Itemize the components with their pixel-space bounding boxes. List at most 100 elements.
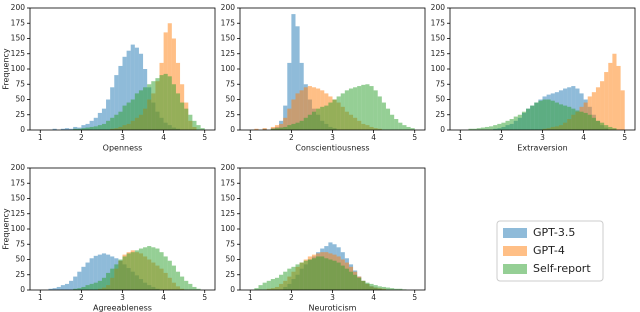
histogram-bar [192,286,197,290]
x-tick-label: 2 [289,133,294,142]
y-tick-label: 125 [221,49,236,58]
histogram-bar [89,258,94,290]
histogram-bar [348,271,354,290]
histogram-bar [587,96,592,130]
histogram-bar [320,256,325,290]
y-tick-label: 25 [225,270,235,279]
histogram-bar [336,96,341,130]
histogram-bar [69,128,74,130]
histogram-bar [595,87,601,130]
histogram-bar [89,283,94,290]
y-tick-label: 50 [225,95,235,104]
histogram-bar [155,248,160,290]
y-tick-label: 25 [15,110,25,119]
histogram-bar [106,254,111,290]
histogram-bar [97,112,102,130]
histogram-bar [270,126,275,130]
histogram-bar [534,102,539,130]
histogram-bar [369,283,374,290]
y-tick-label: 100 [221,224,236,233]
histogram-bar [612,128,617,130]
histogram-bar [60,128,65,130]
histogram-bar [493,125,498,130]
histogram-bar [398,288,403,290]
histogram-bar [332,99,337,130]
histogram-bar [501,122,506,130]
histogram-bar [110,117,115,130]
y-tick-label: 200 [221,3,236,12]
histogram-bar [480,127,485,130]
histogram-bar [60,285,65,290]
y-tick-label: 125 [221,209,236,218]
histogram-bar [85,285,90,290]
histogram-bar [97,280,102,290]
histogram-bar [287,108,292,130]
histogram-bar [196,125,201,130]
histogram-bar [134,250,139,290]
histogram-bar [69,280,74,290]
histogram-bar [175,93,181,130]
legend-swatch [503,264,527,274]
histogram-bar [468,128,473,130]
histogram-bar [608,62,613,130]
histogram-bar [604,125,609,130]
histogram-bar [550,100,555,130]
histogram-bar [295,26,300,130]
y-axis-label: Frequency [2,208,11,250]
histogram-bar [316,108,321,130]
histogram-bar [530,105,535,130]
histogram-bar [571,108,576,130]
histogram-bar [324,105,329,130]
histogram-bar [620,90,625,130]
histogram-bar [563,105,568,130]
y-tick-label: 50 [15,95,25,104]
y-tick-label: 100 [11,64,26,73]
y-tick-label: 0 [230,285,235,294]
histogram-bar [320,106,325,130]
histogram-bar [291,14,296,131]
histogram-bar [307,259,312,290]
histogram-bar [101,277,107,290]
histogram-bar [579,111,584,130]
histogram-bar [295,264,300,290]
histogram-bar [114,114,119,130]
histogram-bar [299,262,304,290]
x-tick-label: 4 [371,133,376,142]
histogram-bar [126,253,131,290]
y-tick-label: 50 [435,95,445,104]
histogram-bar [270,279,275,290]
histogram-bar [357,86,362,130]
histogram-bar [497,123,502,130]
histogram-bar [147,246,152,290]
y-tick-label: 175 [11,178,26,187]
y-tick-label: 50 [15,255,25,264]
histogram-bar [316,256,321,290]
legend-label: GPT-3.5 [533,226,575,239]
histogram-bar [476,128,481,130]
histogram-bar [546,99,551,130]
histogram-bar [279,274,284,290]
histogram-bar [73,126,78,130]
histogram-bar [171,84,176,130]
histogram-bar [97,125,102,130]
histogram-bar [311,258,317,290]
x-tick-label: 3 [120,293,125,302]
histogram-bar [101,123,107,130]
histogram-bar [365,84,370,130]
x-axis-label: Conscientiousness [295,144,369,153]
histogram-bar [274,128,280,130]
histogram-bar [287,62,292,130]
histogram-bar [138,248,144,290]
histogram-bar [328,102,333,130]
histogram-bar [118,65,123,130]
histogram-bar [163,256,168,290]
histogram-bar [311,87,317,130]
histogram-bar [295,122,300,130]
histogram-bar [126,102,131,130]
x-tick-label: 3 [330,133,335,142]
histogram-bar [159,75,164,130]
x-tick-label: 3 [120,133,125,142]
histogram-bar [303,87,308,130]
histogram-bar [262,128,267,130]
histogram-bar [254,128,259,130]
